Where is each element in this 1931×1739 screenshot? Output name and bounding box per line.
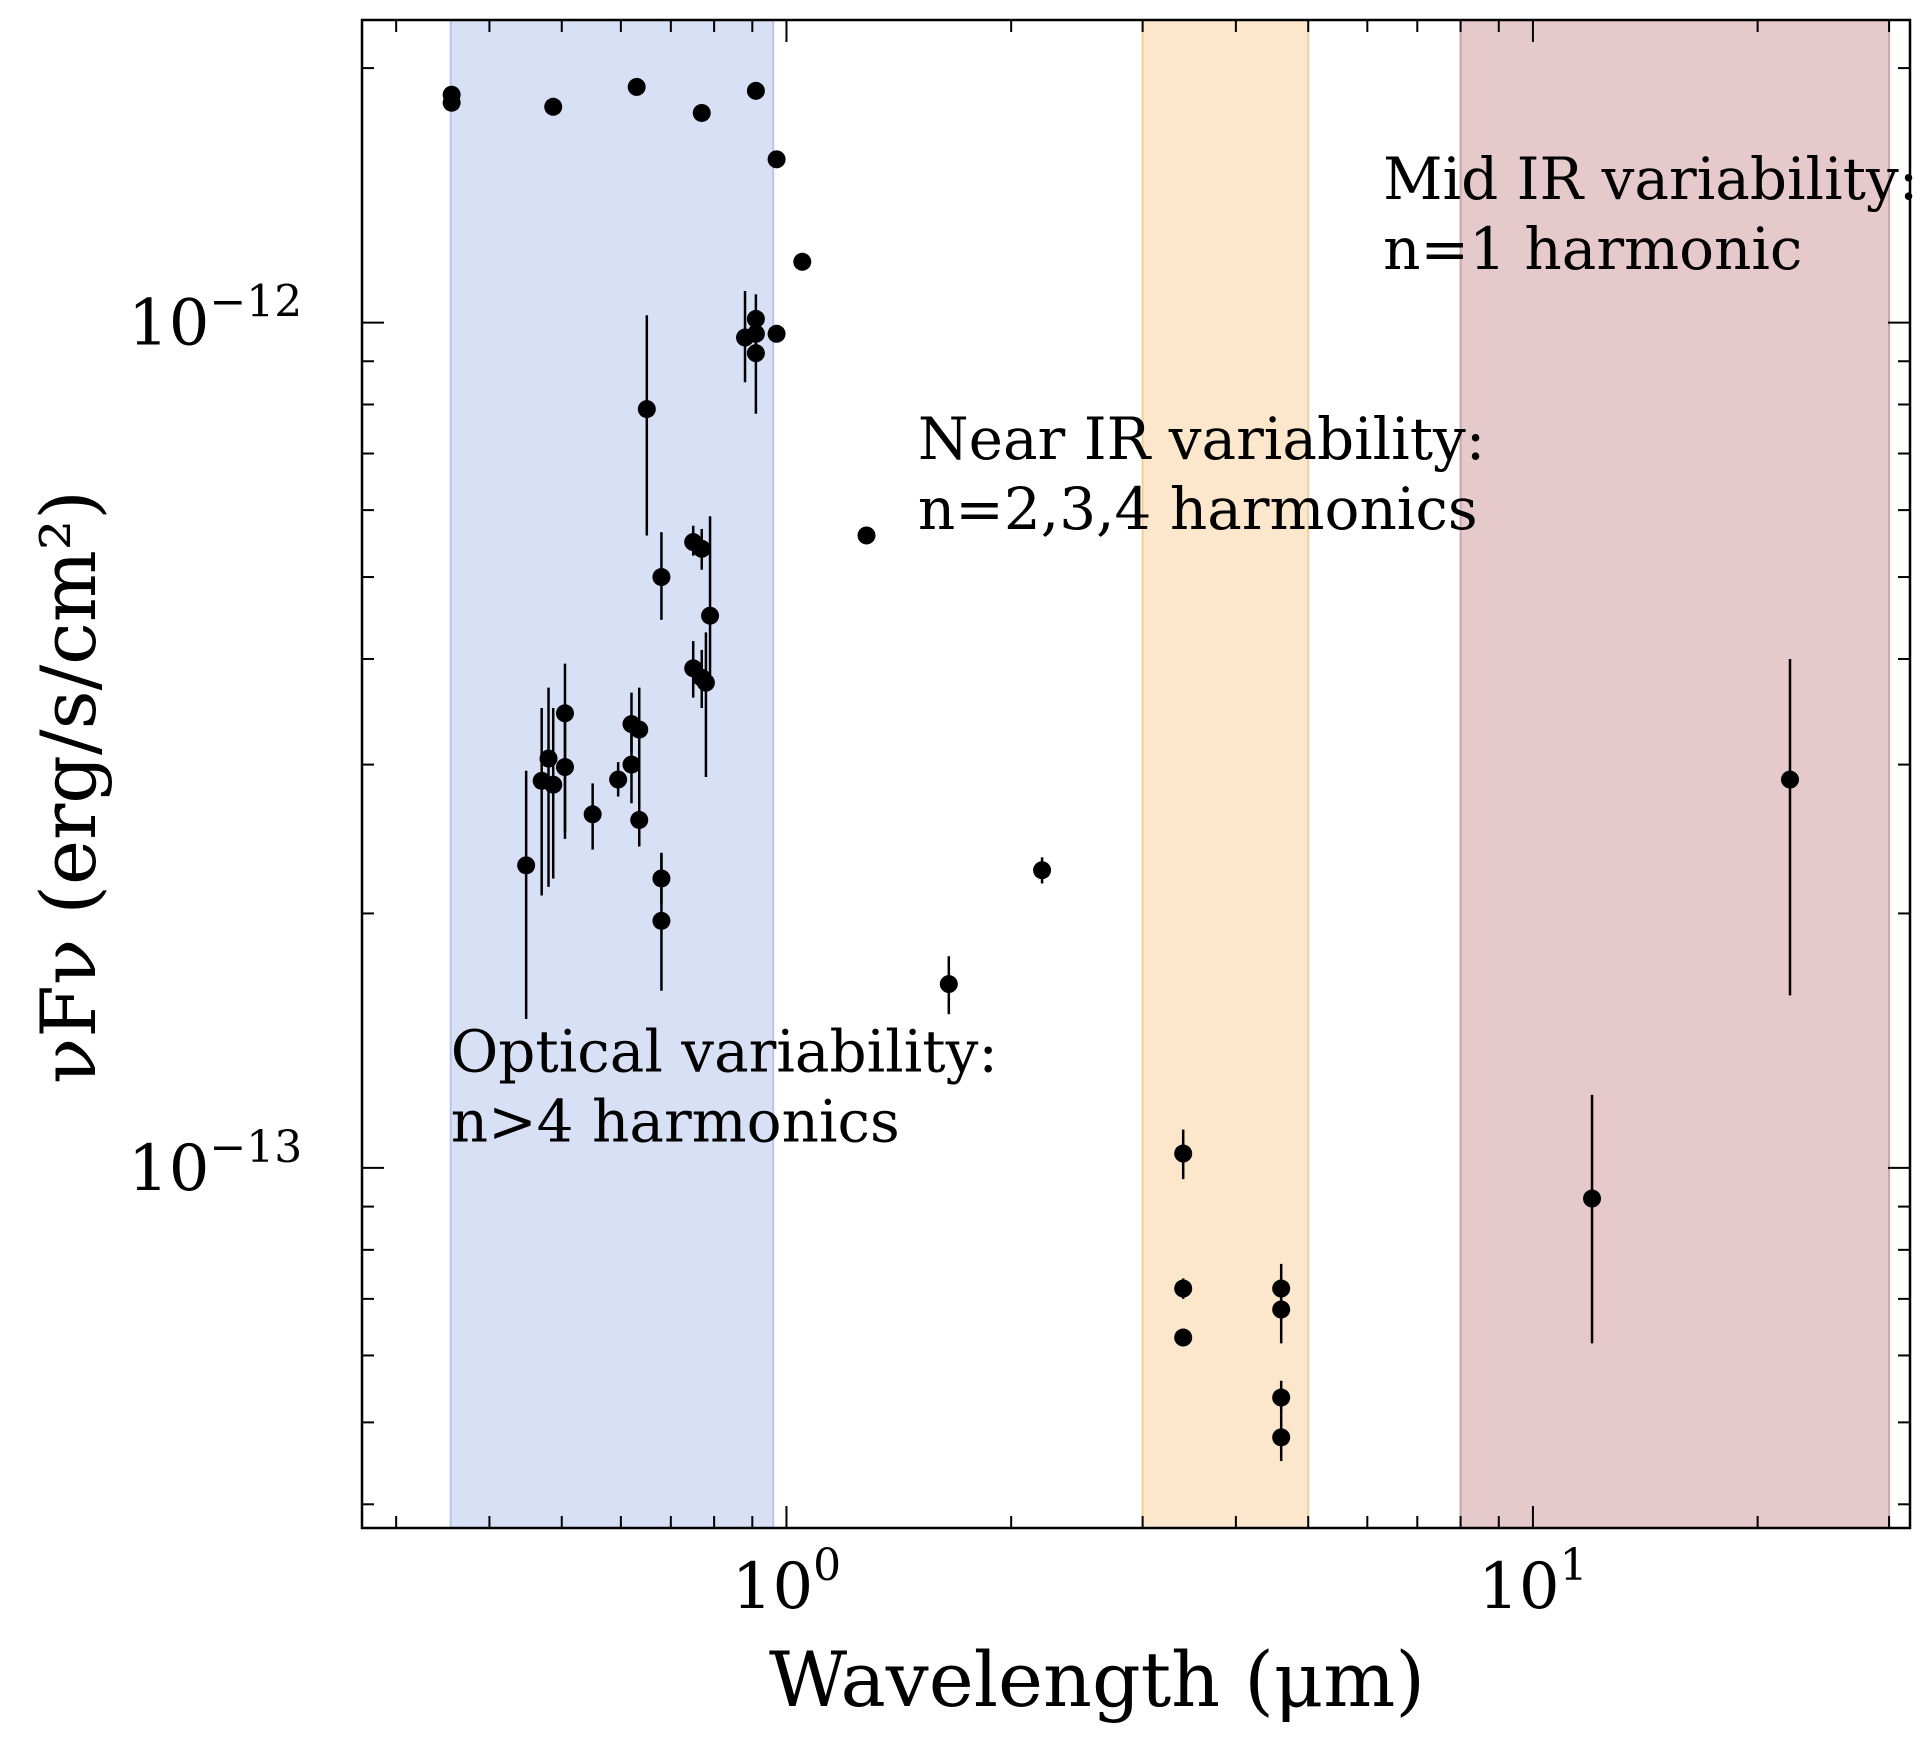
y-axis-title: νFν (erg/s/cm²) xyxy=(24,490,113,1084)
data-points xyxy=(442,77,1800,1447)
data-point xyxy=(1174,1279,1193,1298)
y-tick-label: 10−13 xyxy=(128,1122,302,1206)
axis-ticks xyxy=(362,20,1910,1528)
annotation-2-line-1: Near IR variability: xyxy=(918,405,1485,473)
data-point xyxy=(939,975,958,994)
data-point xyxy=(857,526,876,545)
data-point xyxy=(692,103,711,122)
data-point xyxy=(652,568,671,587)
data-point xyxy=(1174,1144,1193,1163)
data-point xyxy=(544,775,563,794)
data-point xyxy=(555,758,574,777)
data-point xyxy=(627,77,646,96)
data-point xyxy=(746,324,765,343)
data-point xyxy=(652,911,671,930)
y-tick-label-base: 10 xyxy=(128,287,209,361)
data-point xyxy=(637,400,656,419)
y-tick-label-base: 10 xyxy=(128,1132,209,1206)
x-tick-label-exp: 1 xyxy=(1560,1540,1588,1591)
x-tick-label-base: 10 xyxy=(732,1550,813,1624)
data-point xyxy=(544,97,563,116)
data-point xyxy=(1272,1279,1291,1298)
data-point xyxy=(630,810,649,829)
data-point xyxy=(1272,1428,1291,1447)
data-point xyxy=(555,704,574,723)
data-point xyxy=(609,770,628,789)
data-point xyxy=(746,81,765,100)
x-tick-label-exp: 0 xyxy=(813,1540,841,1591)
plot-frame xyxy=(360,18,1912,1530)
data-point xyxy=(1272,1300,1291,1319)
x-axis-title: Wavelength (μm) xyxy=(769,1635,1425,1724)
y-tick-label-exp: −13 xyxy=(209,1122,302,1173)
data-point xyxy=(622,755,641,774)
data-point xyxy=(652,869,671,888)
data-point xyxy=(1174,1328,1193,1347)
data-point xyxy=(539,749,558,768)
data-point xyxy=(1272,1388,1291,1407)
data-point xyxy=(767,324,786,343)
data-point xyxy=(1781,770,1800,789)
annotation-2-line-2: n=2,3,4 harmonics xyxy=(918,475,1478,543)
data-point xyxy=(793,252,812,271)
data-point xyxy=(583,805,602,824)
data-point xyxy=(1583,1189,1602,1208)
data-point xyxy=(517,856,536,875)
data-point xyxy=(701,606,720,625)
data-point xyxy=(746,344,765,363)
annotation-3-line-1: Mid IR variability: xyxy=(1383,145,1918,213)
x-tick-label: 101 xyxy=(1478,1540,1587,1624)
annotations: Optical variability:n>4 harmonics Near IR… xyxy=(451,145,1919,1156)
annotation-1-line-1: Optical variability: xyxy=(451,1018,998,1086)
x-tick-label: 100 xyxy=(732,1540,841,1624)
data-point xyxy=(767,150,786,169)
y-tick-label-exp: −12 xyxy=(209,277,302,328)
x-tick-label-base: 10 xyxy=(1478,1550,1559,1624)
annotation-1-line-2: n>4 harmonics xyxy=(451,1088,900,1156)
data-point xyxy=(696,673,715,692)
y-tick-label: 10−12 xyxy=(128,277,302,361)
data-point xyxy=(630,720,649,739)
data-point xyxy=(1033,861,1052,880)
data-point xyxy=(746,309,765,328)
annotation-3-line-2: n=1 harmonic xyxy=(1383,215,1802,283)
data-point xyxy=(692,539,711,558)
data-point xyxy=(442,93,461,112)
